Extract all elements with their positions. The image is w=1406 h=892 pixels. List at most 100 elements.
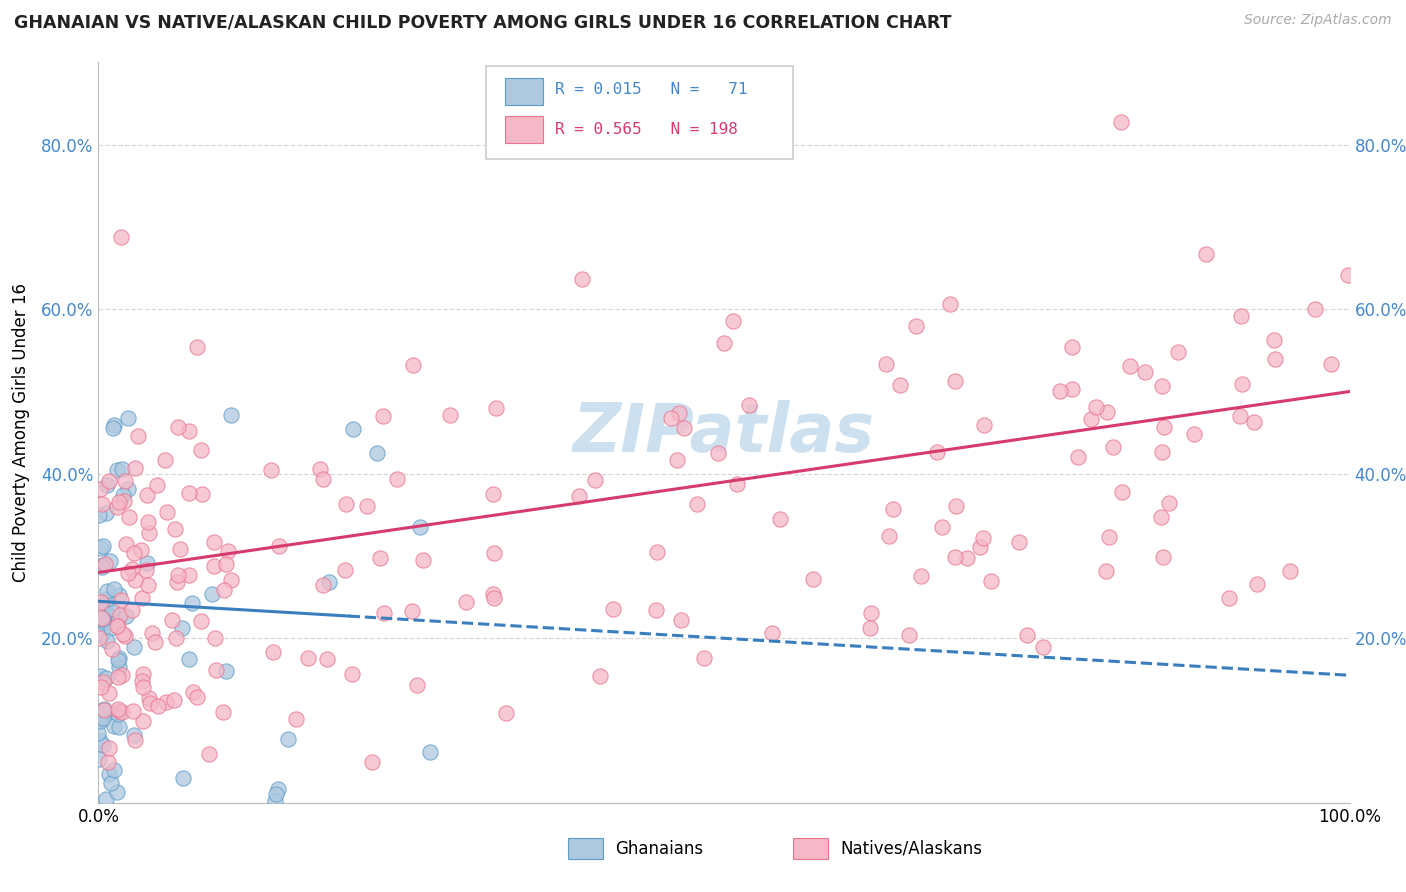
Point	[91, 497, 114, 511]
Point	[111, 668, 134, 682]
Point	[1080, 411, 1102, 425]
Point	[905, 319, 928, 334]
Point	[412, 552, 434, 566]
Point	[155, 696, 177, 710]
Point	[1135, 365, 1157, 379]
Point	[103, 418, 125, 433]
Point	[659, 411, 682, 425]
Point	[673, 420, 696, 434]
Point	[165, 631, 187, 645]
Point	[482, 587, 505, 601]
Point	[103, 582, 125, 597]
Point	[1109, 115, 1132, 129]
Point	[105, 618, 128, 632]
Point	[167, 568, 190, 582]
Point	[98, 766, 121, 780]
Point	[186, 340, 208, 354]
Point	[408, 519, 430, 533]
Point	[361, 755, 384, 769]
Point	[145, 478, 167, 492]
Point	[669, 613, 692, 627]
Point	[211, 705, 233, 719]
Text: Ghanaians: Ghanaians	[616, 839, 703, 858]
Point	[107, 720, 129, 734]
Point	[877, 529, 900, 543]
Point	[107, 619, 129, 633]
Point	[309, 462, 332, 476]
Point	[725, 476, 748, 491]
Point	[1218, 591, 1240, 605]
Point	[482, 487, 505, 501]
Text: GHANAIAN VS NATIVE/ALASKAN CHILD POVERTY AMONG GIRLS UNDER 16 CORRELATION CHART: GHANAIAN VS NATIVE/ALASKAN CHILD POVERTY…	[14, 13, 952, 31]
Point	[177, 568, 200, 582]
Point	[122, 728, 145, 742]
Point	[285, 712, 308, 726]
Point	[485, 401, 508, 415]
Point	[96, 478, 118, 492]
Point	[1303, 301, 1326, 316]
Point	[110, 593, 132, 607]
Point	[972, 531, 994, 545]
Point	[333, 562, 356, 576]
Point	[97, 755, 120, 769]
Point	[89, 734, 111, 748]
Point	[167, 419, 190, 434]
Point	[482, 591, 505, 605]
Point	[956, 550, 979, 565]
FancyBboxPatch shape	[793, 838, 828, 859]
Point	[87, 508, 110, 522]
Point	[160, 613, 183, 627]
Point	[439, 409, 461, 423]
Point	[340, 667, 363, 681]
Point	[114, 629, 136, 643]
Point	[889, 378, 911, 392]
Point	[277, 731, 299, 746]
Point	[111, 627, 134, 641]
Point	[1263, 333, 1285, 347]
Point	[108, 588, 131, 602]
Point	[205, 663, 228, 677]
Point	[136, 578, 159, 592]
Point	[112, 488, 135, 502]
Point	[96, 591, 118, 606]
Point	[202, 559, 225, 574]
Point	[91, 739, 114, 753]
Point	[124, 573, 146, 587]
Point	[419, 745, 441, 759]
Point	[180, 597, 202, 611]
Point	[143, 635, 166, 649]
Point	[943, 550, 966, 565]
Point	[882, 501, 904, 516]
Point	[366, 446, 388, 460]
Point	[938, 297, 960, 311]
Point	[1152, 549, 1174, 564]
Text: R = 0.015   N =   71: R = 0.015 N = 71	[555, 82, 748, 97]
Point	[1229, 409, 1251, 424]
Point	[172, 621, 194, 635]
Point	[190, 442, 212, 457]
Point	[495, 706, 517, 721]
Point	[93, 540, 115, 554]
Point	[98, 554, 121, 568]
Point	[124, 460, 146, 475]
Point	[1152, 379, 1174, 393]
Point	[117, 566, 139, 581]
FancyBboxPatch shape	[505, 117, 543, 143]
Point	[1067, 450, 1090, 464]
Point	[87, 725, 110, 739]
Point	[686, 497, 709, 511]
Point	[221, 573, 243, 587]
Point	[1015, 628, 1038, 642]
Point	[1159, 496, 1181, 510]
Point	[373, 606, 395, 620]
Point	[1243, 415, 1265, 429]
Point	[97, 475, 120, 489]
Point	[122, 705, 145, 719]
Point	[118, 510, 141, 524]
Point	[589, 668, 612, 682]
Point	[91, 706, 114, 721]
Point	[108, 495, 131, 509]
Point	[94, 558, 117, 572]
Point	[101, 642, 124, 657]
Point	[103, 763, 125, 777]
